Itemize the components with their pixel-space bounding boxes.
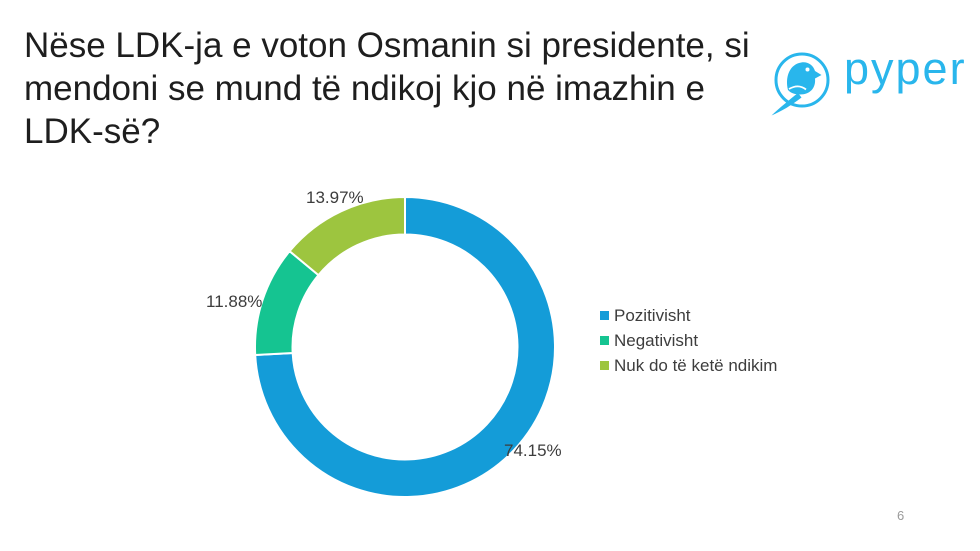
chart-legend: Pozitivisht Negativisht Nuk do të ketë n…	[600, 303, 777, 378]
data-label-pozitivisht: 74.15%	[504, 441, 562, 460]
pyper-bird-icon	[771, 52, 830, 116]
title-line-1: Nëse LDK-ja e voton Osmanin si president…	[24, 26, 750, 65]
slide-title: Nëse LDK-ja e voton Osmanin si president…	[24, 24, 784, 153]
donut-chart	[254, 195, 556, 498]
legend-label: Negativisht	[614, 330, 699, 350]
page-number: 6	[897, 508, 905, 523]
legend-swatch-negativisht	[600, 336, 609, 345]
legend-swatch-pozitivisht	[600, 311, 609, 320]
legend-item-nuk-do-te-kete-ndikim: Nuk do të ketë ndikim	[600, 353, 777, 378]
legend-item-pozitivisht: Pozitivisht	[600, 303, 777, 328]
legend-item-negativisht: Negativisht	[600, 328, 777, 353]
title-line-3: LDK-së?	[24, 112, 161, 151]
logo-wordmark: pyper	[844, 43, 967, 94]
donut-segment-2	[288, 195, 406, 277]
legend-label: Pozitivisht	[614, 305, 691, 325]
pyper-logo: pyper	[768, 40, 968, 125]
legend-label: Nuk do të ketë ndikim	[614, 355, 778, 375]
data-label-nuk-do-te-kete-ndikim: 13.97%	[306, 188, 364, 207]
title-line-2: mendoni se mund të ndikoj kjo në imazhin…	[24, 69, 705, 108]
legend-swatch-nuk-do-te-kete-ndikim	[600, 361, 609, 370]
donut-segment-0	[254, 195, 556, 498]
data-label-negativisht: 11.88%	[206, 292, 263, 311]
